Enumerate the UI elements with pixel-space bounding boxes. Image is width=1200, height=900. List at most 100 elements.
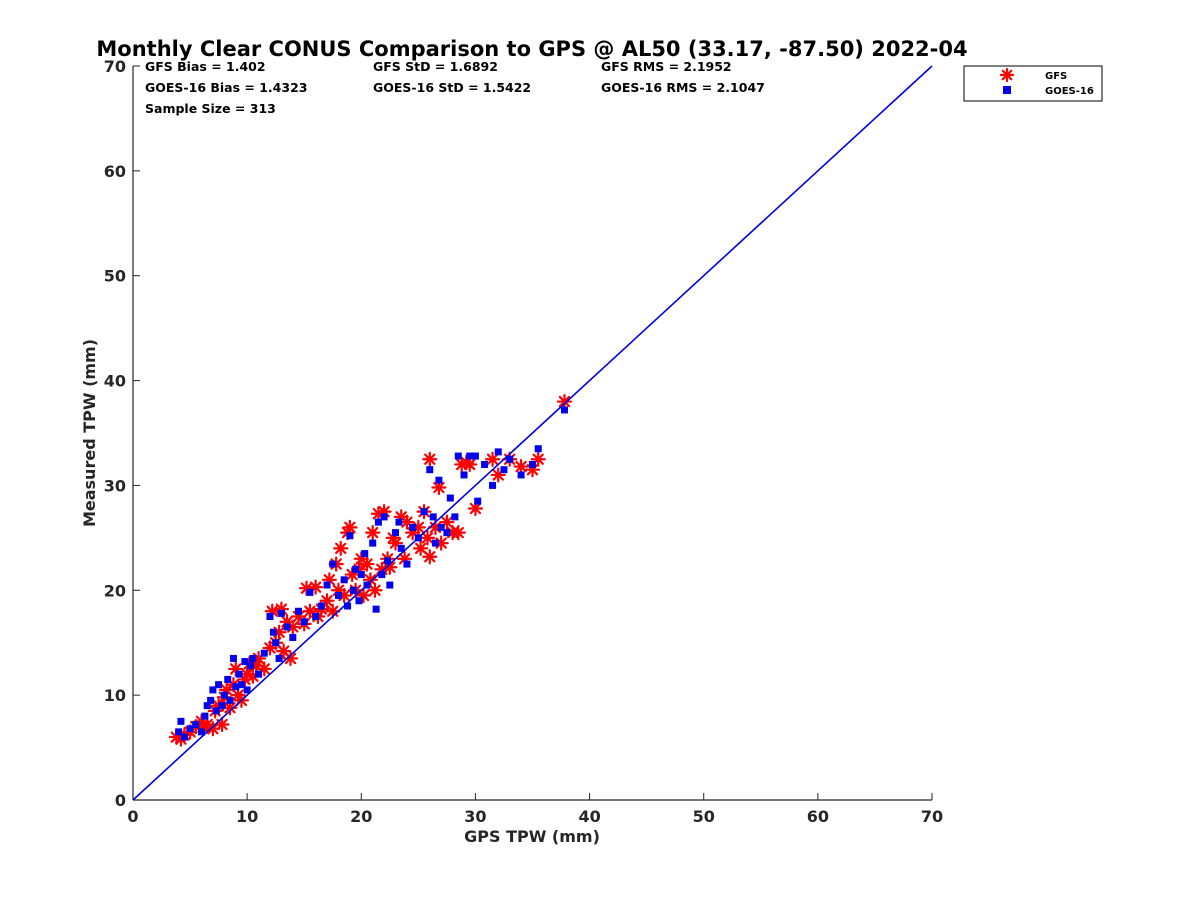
x-tick-label: 20: [350, 807, 372, 826]
goes16-point: [203, 702, 211, 710]
legend-goes16-label: GOES-16: [1045, 86, 1094, 97]
goes16-point: [344, 602, 352, 610]
goes16-point: [212, 707, 220, 715]
gfs-point: [256, 661, 272, 677]
goes16-point: [312, 613, 320, 620]
goes16-point: [277, 609, 285, 617]
goes16-point: [384, 557, 392, 565]
y-tick-label: 40: [104, 372, 126, 391]
goes16-point: [420, 508, 428, 516]
goes16-point: [517, 471, 525, 479]
goes16-point: [460, 471, 468, 479]
goes-bias-text: GOES-16 Bias = 1.4323: [145, 80, 307, 95]
goes16-point: [352, 565, 360, 573]
goes16-point: [323, 581, 331, 589]
goes16-point: [192, 721, 200, 729]
goes16-point: [334, 592, 342, 600]
sample-size-text: Sample Size = 313: [145, 101, 276, 116]
goes16-point: [429, 513, 437, 521]
goes16-point: [349, 586, 357, 594]
goes16-point: [272, 639, 280, 647]
x-axis-label: GPS TPW (mm): [464, 827, 600, 846]
goes16-point: [374, 518, 382, 526]
y-tick-label: 30: [104, 476, 126, 495]
goes16-point: [197, 728, 205, 736]
goes16-point: [186, 725, 194, 733]
goes16-point: [392, 529, 400, 537]
goes-rms-text: GOES-16 RMS = 2.1047: [601, 80, 765, 95]
goes16-point: [346, 532, 354, 540]
stats-annotations: GFS Bias = 1.402 GFS StD = 1.6892 GFS RM…: [145, 59, 765, 116]
y-tick-label: 70: [104, 57, 126, 76]
y-tick-label: 60: [104, 162, 126, 181]
gfs-point: [422, 549, 438, 565]
gfs-point: [365, 525, 381, 541]
goes16-point: [395, 518, 403, 526]
goes16-point: [529, 460, 536, 468]
gfs-point: [282, 650, 299, 667]
gfs-point: [321, 572, 337, 588]
gfs-point: [462, 456, 478, 473]
x-tick-label: 10: [236, 807, 258, 826]
goes16-point: [471, 452, 479, 460]
series-goes16: [175, 406, 568, 741]
goes16-point: [437, 523, 445, 531]
gfs-bias-text: GFS Bias = 1.402: [145, 59, 266, 74]
legend-goes16-marker: [1003, 86, 1011, 94]
gfs-point: [413, 540, 429, 556]
goes16-point: [266, 613, 274, 620]
goes16-point: [340, 576, 348, 584]
legend: GFS GOES-16: [963, 65, 1103, 102]
legend-gfs-marker: [999, 67, 1015, 83]
gfs-std-text: GFS StD = 1.6892: [373, 59, 498, 74]
goes16-point: [218, 702, 226, 710]
goes16-point: [474, 497, 482, 505]
goes16-point: [180, 733, 188, 741]
legend-gfs-asterisk: [999, 67, 1015, 83]
gfs-point: [431, 479, 447, 496]
goes16-point: [454, 452, 462, 460]
gfs-point: [556, 393, 573, 410]
goes16-point: [369, 539, 377, 547]
goes16-point: [397, 544, 405, 552]
goes16-point: [361, 550, 369, 558]
legend-box: [963, 65, 1103, 102]
goes16-point: [177, 717, 185, 725]
goes16-point: [500, 466, 508, 474]
goes16-point: [243, 686, 251, 694]
y-tick-label: 20: [104, 581, 126, 600]
goes16-point: [224, 675, 232, 683]
goes16-point: [275, 654, 283, 662]
gfs-point: [333, 540, 349, 556]
gfs-point: [342, 519, 358, 535]
goes16-point: [201, 712, 209, 720]
x-tick-label: 50: [693, 807, 715, 826]
goes16-point: [255, 670, 263, 678]
gfs-rms-text: GFS RMS = 2.1952: [601, 59, 732, 74]
x-tick-label: 60: [807, 807, 829, 826]
goes16-point: [317, 602, 325, 610]
gfs-point: [367, 582, 383, 598]
legend-gfs-label: GFS: [1045, 71, 1067, 82]
y-tick-label: 10: [104, 686, 126, 705]
goes16-point: [380, 513, 388, 521]
goes16-point: [494, 448, 502, 456]
x-tick-label: 70: [921, 807, 943, 826]
goes16-point: [269, 628, 277, 636]
goes16-point: [209, 686, 217, 694]
goes16-point: [232, 683, 240, 691]
goes16-point: [426, 466, 434, 474]
gfs-point: [419, 530, 436, 546]
goes16-point: [534, 445, 542, 453]
goes16-point: [229, 654, 237, 662]
one-to-one-line: [132, 65, 933, 801]
goes16-point: [431, 539, 439, 547]
goes16-point: [357, 571, 365, 579]
goes16-point: [306, 588, 314, 596]
goes16-point: [506, 455, 514, 463]
goes16-point: [451, 513, 459, 521]
series-gfs: [168, 393, 573, 747]
goes16-point: [207, 696, 215, 704]
gfs-point: [422, 451, 438, 467]
x-tick-label: 0: [127, 807, 138, 826]
